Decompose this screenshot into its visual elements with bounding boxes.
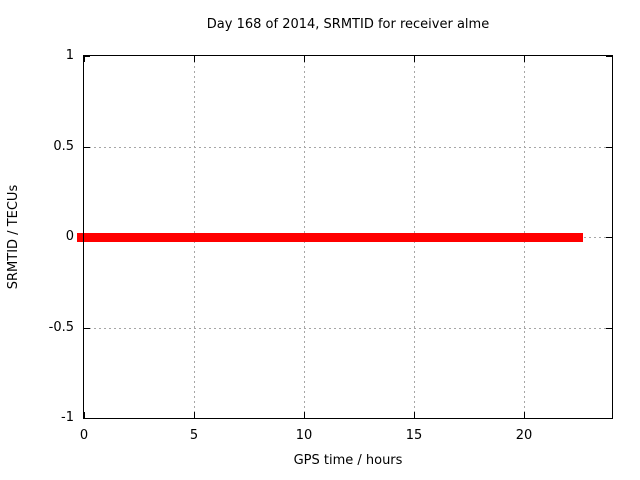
x-tick-mark — [304, 412, 305, 418]
series-layer — [77, 56, 612, 418]
y-tick-mark — [84, 418, 90, 419]
y-tick-label: 0 — [65, 229, 74, 244]
y-tick-mark — [606, 56, 612, 57]
gridline-horizontal — [84, 147, 612, 148]
x-tick-mark — [414, 412, 415, 418]
y-tick-mark — [84, 328, 90, 329]
x-tick-label: 0 — [79, 428, 89, 443]
gridline-horizontal — [84, 328, 612, 329]
x-tick-mark — [524, 56, 525, 62]
chart-title: Day 168 of 2014, SRMTID for receiver alm… — [206, 17, 490, 32]
plot-area — [77, 55, 613, 419]
x-tick-mark — [84, 412, 85, 418]
x-tick-mark — [414, 56, 415, 62]
x-tick-mark — [524, 412, 525, 418]
x-tick-label: 15 — [405, 428, 423, 443]
y-tick-mark — [84, 147, 90, 148]
x-tick-label: 5 — [189, 428, 199, 443]
x-tick-mark — [194, 56, 195, 62]
y-tick-mark — [606, 147, 612, 148]
y-tick-mark — [606, 418, 612, 419]
x-tick-label: 20 — [515, 428, 533, 443]
x-tick-mark — [194, 412, 195, 418]
y-tick-mark — [606, 237, 612, 238]
y-tick-label: -0.5 — [48, 320, 74, 335]
y-tick-mark — [606, 328, 612, 329]
y-tick-label: 1 — [65, 48, 74, 63]
x-tick-label: 10 — [295, 428, 313, 443]
x-tick-mark — [304, 56, 305, 62]
x-axis-label: GPS time / hours — [293, 453, 403, 468]
y-tick-label: -1 — [61, 410, 74, 425]
x-tick-mark — [84, 56, 85, 62]
y-tick-mark — [84, 56, 90, 57]
y-tick-label: 0.5 — [53, 139, 74, 154]
data-series-srmtid — [77, 233, 583, 242]
